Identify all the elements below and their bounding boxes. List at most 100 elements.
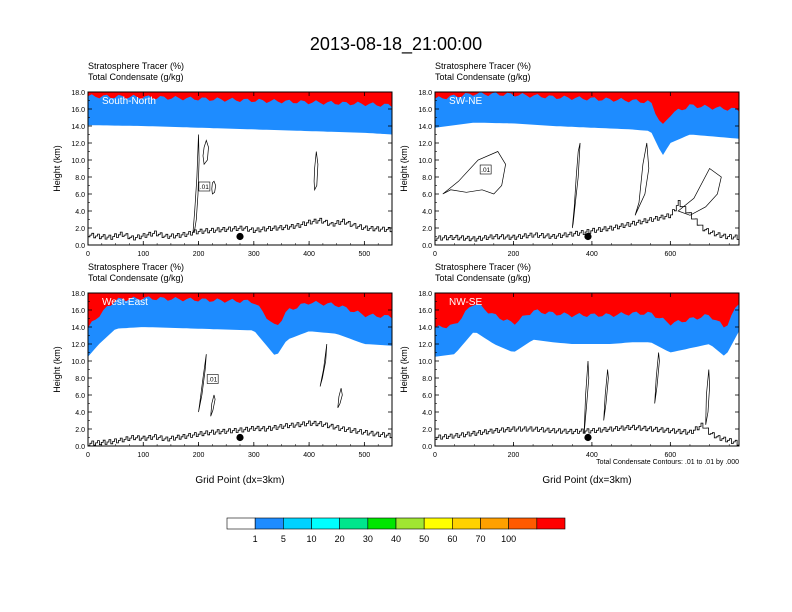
terrain-line xyxy=(435,422,739,446)
condensate-contour-4 xyxy=(337,388,343,408)
tracer-band-max xyxy=(88,92,392,108)
tracer-band-1 xyxy=(88,92,392,135)
y-tick-label: 10.0 xyxy=(71,359,85,366)
y-tick-label: 2.0 xyxy=(422,427,432,434)
condensate-contour-3 xyxy=(654,352,660,404)
location-marker xyxy=(584,433,592,442)
colorbar-swatch xyxy=(508,517,538,530)
colorbar-swatch xyxy=(311,517,340,530)
y-tick-label: 8.0 xyxy=(422,376,432,383)
y-tick-label: 8.0 xyxy=(75,376,85,383)
y-tick-label: 10.0 xyxy=(418,158,432,165)
y-tick-label: 12.0 xyxy=(71,342,85,349)
colorbar-swatch xyxy=(536,517,566,530)
x-tick-label: 0 xyxy=(433,452,437,459)
y-tick-label: 16.0 xyxy=(418,308,432,315)
condensate-contour-2 xyxy=(571,142,581,229)
colorbar-swatch xyxy=(480,517,509,530)
colorbar-label: 100 xyxy=(501,534,516,544)
panel-label: West-East xyxy=(102,297,148,308)
x-tick-label: 500 xyxy=(359,452,371,459)
tracer-band-max xyxy=(435,92,739,124)
panel-header-tracer: Stratosphere Tracer (%) xyxy=(88,262,184,272)
condensate-contour-1 xyxy=(442,151,506,195)
panel-header-tracer: Stratosphere Tracer (%) xyxy=(88,61,184,71)
terrain-line xyxy=(88,420,392,446)
y-tick-label: 6.0 xyxy=(75,192,85,199)
condensate-contour-2 xyxy=(202,139,209,166)
condensate-contour-1 xyxy=(583,360,590,434)
panel-label: SW-NE xyxy=(449,96,482,107)
location-marker xyxy=(236,433,244,442)
panels: Stratosphere Tracer (%)Total Condensate … xyxy=(52,61,740,486)
colorbar-swatch xyxy=(339,517,369,530)
colorbar-swatch xyxy=(226,517,256,530)
terrain-line xyxy=(435,200,739,242)
figure-title: 2013-08-18_21:00:00 xyxy=(310,34,482,55)
colorbar-swatch xyxy=(395,517,425,530)
x-tick-label: 200 xyxy=(193,251,205,258)
y-tick-label: 18.0 xyxy=(71,90,85,97)
x-tick-label: 600 xyxy=(665,251,677,258)
x-tick-label: 200 xyxy=(508,452,520,459)
condensate-contour-1 xyxy=(192,134,200,233)
panel-header-condensate: Total Condensate (g/kg) xyxy=(435,72,531,82)
colorbar-label: 40 xyxy=(391,534,401,544)
terrain-line xyxy=(88,217,392,241)
y-tick-label: 14.0 xyxy=(418,325,432,332)
y-tick-label: 14.0 xyxy=(71,325,85,332)
tracer-band-1 xyxy=(88,293,392,357)
panel-header-tracer: Stratosphere Tracer (%) xyxy=(435,262,531,272)
x-tick-label: 200 xyxy=(508,251,520,258)
contour-label-box xyxy=(198,181,211,192)
panel-header-condensate: Total Condensate (g/kg) xyxy=(435,273,531,283)
y-tick-label: 8.0 xyxy=(422,175,432,182)
condensate-contour-2 xyxy=(210,394,216,417)
x-tick-label: 100 xyxy=(137,452,149,459)
y-tick-label: 4.0 xyxy=(422,410,432,417)
panel-3: Stratosphere Tracer (%)Total Condensate … xyxy=(52,262,393,486)
panel-header-condensate: Total Condensate (g/kg) xyxy=(88,273,184,283)
y-tick-label: 2.0 xyxy=(75,427,85,434)
location-marker xyxy=(584,232,592,241)
colorbar-label: 1 xyxy=(253,534,258,544)
x-axis-label: Grid Point (dx=3km) xyxy=(195,475,284,486)
panel-4: Stratosphere Tracer (%)Total Condensate … xyxy=(399,262,740,486)
colorbar-swatch xyxy=(283,517,312,530)
y-tick-label: 16.0 xyxy=(71,308,85,315)
x-tick-label: 300 xyxy=(248,251,260,258)
y-tick-label: 0.0 xyxy=(75,243,85,250)
y-tick-label: 4.0 xyxy=(75,209,85,216)
y-tick-label: 18.0 xyxy=(418,291,432,298)
y-axis-label: Height (km) xyxy=(399,145,409,192)
y-tick-label: 14.0 xyxy=(418,124,432,131)
x-tick-label: 400 xyxy=(303,452,315,459)
x-tick-label: 0 xyxy=(86,251,90,258)
tracer-band-max xyxy=(435,293,739,329)
condensate-contour-3 xyxy=(211,180,217,195)
x-tick-label: 600 xyxy=(665,452,677,459)
x-tick-label: 0 xyxy=(86,452,90,459)
condensate-contour-3 xyxy=(634,142,650,216)
y-tick-label: 12.0 xyxy=(71,141,85,148)
contour-label: .01 xyxy=(208,377,217,384)
y-tick-label: 6.0 xyxy=(75,393,85,400)
colorbar-swatch xyxy=(254,517,284,530)
y-tick-label: 12.0 xyxy=(418,141,432,148)
panel-2: Stratosphere Tracer (%)Total Condensate … xyxy=(399,61,740,258)
colorbar-label: 50 xyxy=(419,534,429,544)
x-tick-label: 0 xyxy=(433,251,437,258)
y-tick-label: 12.0 xyxy=(418,342,432,349)
contour-label: .01 xyxy=(481,167,490,174)
colorbar-swatch xyxy=(452,517,481,530)
y-tick-label: 14.0 xyxy=(71,124,85,131)
y-tick-label: 4.0 xyxy=(422,209,432,216)
y-tick-label: 16.0 xyxy=(71,107,85,114)
y-tick-label: 4.0 xyxy=(75,410,85,417)
colorbar-swatch xyxy=(423,517,453,530)
y-axis-label: Height (km) xyxy=(399,346,409,393)
y-tick-label: 10.0 xyxy=(418,359,432,366)
y-tick-label: 10.0 xyxy=(71,158,85,165)
contour-label-box xyxy=(206,374,219,384)
